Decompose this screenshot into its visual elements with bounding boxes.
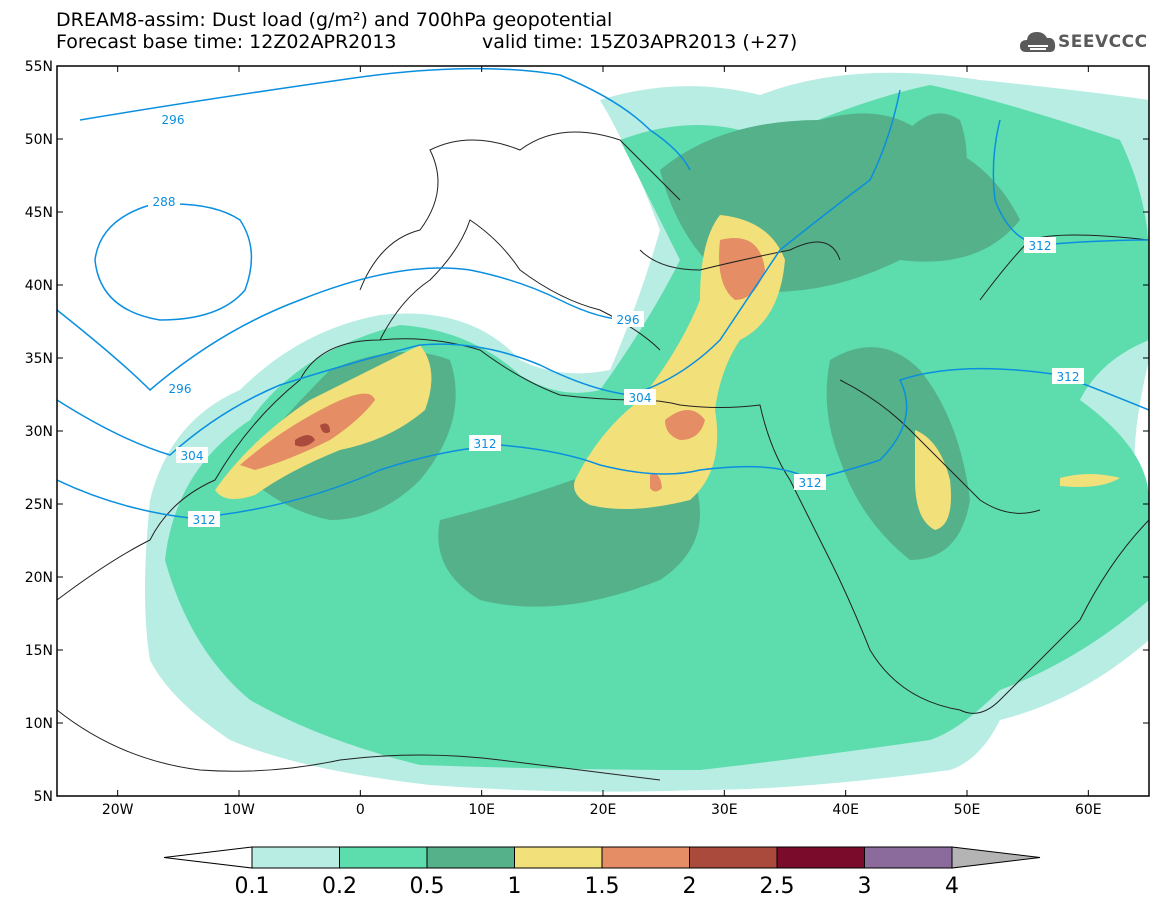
lat-tick-label: 25N [25, 497, 53, 513]
dust-level-1.5 [665, 410, 705, 440]
lat-tick-label: 45N [25, 205, 53, 221]
lon-tick-label: 40E [832, 802, 859, 818]
dust-level-1 [1060, 474, 1120, 487]
lat-tick-label: 10N [25, 716, 53, 732]
lon-tick-label: 20W [102, 802, 134, 818]
colorbar-segment [251, 846, 340, 869]
contour-label: 312 [1057, 370, 1080, 384]
geopotential-contours [57, 67, 1149, 519]
lon-tick-label: 50E [954, 802, 981, 818]
lat-tick-label: 20N [25, 570, 53, 586]
dust-level-2 [295, 435, 315, 447]
lat-tick-label: 35N [25, 351, 53, 367]
map-title: DREAM8-assim: Dust load (g/m²) and 700hP… [56, 9, 613, 31]
contour-label: 304 [629, 391, 652, 405]
colorbar-segment [601, 846, 690, 869]
colorbar-segment [776, 846, 865, 869]
contour-label: 312 [193, 513, 216, 527]
lon-tick-label: 20E [590, 802, 617, 818]
colorbar-label: 2 [683, 874, 697, 899]
cloud-logo-icon [1020, 32, 1056, 52]
dust-level-1.5 [650, 473, 662, 492]
seevccc-logo-text: SEEVCCC [1058, 32, 1148, 52]
dust-level-1.5 [240, 393, 375, 470]
dust-level-0.5 [900, 113, 967, 200]
axis-ticks: 55N 50N 45N 40N 35N 30N 25N 20N 15N 10N 5N 20W 10W 0 1… [25, 59, 1149, 818]
colorbar-segment [426, 846, 515, 869]
forecast-times: Forecast base time: 12Z02APR2013 valid ti… [56, 31, 797, 53]
contour-label: 296 [617, 313, 640, 327]
lat-tick-label: 5N [34, 789, 53, 805]
colorbar-segment [689, 846, 778, 869]
valid-time: valid time: 15Z03APR2013 (+27) [482, 31, 798, 53]
lon-tick-label: 60E [1075, 802, 1102, 818]
colorbar-under-triangle [163, 846, 253, 869]
dust-level-1.5 [719, 238, 765, 300]
base-time: Forecast base time: 12Z02APR2013 [56, 31, 397, 53]
lon-tick-label: 10E [468, 802, 495, 818]
colorbar-label: 0.2 [322, 874, 357, 899]
colorbar-label: 0.5 [410, 874, 445, 899]
colorbar-label: 1 [508, 874, 522, 899]
contour-label: 296 [169, 382, 192, 396]
colorbar-segment [864, 846, 953, 869]
contour-labels: 296 288 296 304 296 304 312 312 312 312 … [148, 111, 1084, 527]
lon-tick-label: 30E [711, 802, 738, 818]
dust-level-1 [915, 430, 951, 530]
colorbar-label: 2.5 [760, 874, 795, 899]
colorbar-label: 0.1 [235, 874, 270, 899]
dust-level-2 [320, 423, 330, 434]
coastlines-borders [57, 131, 1149, 781]
contour-label: 296 [162, 113, 185, 127]
lat-tick-label: 40N [25, 278, 53, 294]
colorbar-over-triangle [951, 846, 1041, 869]
contour-label: 312 [799, 476, 822, 490]
lat-tick-label: 15N [25, 643, 53, 659]
colorbar-label: 3 [858, 874, 872, 899]
lat-tick-label: 50N [25, 132, 53, 148]
colorbar-label: 1.5 [585, 874, 620, 899]
lat-tick-label: 55N [25, 59, 53, 75]
lon-tick-label: 10W [223, 802, 255, 818]
contour-label: 312 [474, 437, 497, 451]
contour-label: 312 [1029, 239, 1052, 253]
colorbar: 0.1 0.2 0.5 1 1.5 2 2.5 3 4 [163, 846, 1041, 899]
contour-label: 288 [153, 195, 176, 209]
colorbar-label: 4 [945, 874, 959, 899]
contour-label: 304 [181, 449, 204, 463]
colorbar-segment [339, 846, 428, 869]
lon-tick-label: 0 [356, 802, 365, 818]
colorbar-segment [514, 846, 603, 869]
lat-tick-label: 30N [25, 424, 53, 440]
